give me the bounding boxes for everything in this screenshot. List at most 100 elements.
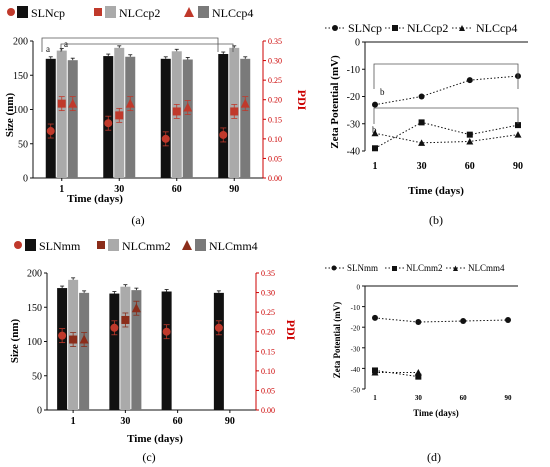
legend-marker-nlcmm2-pdi [97, 241, 105, 249]
legend-marker-nlcmm4 [453, 265, 458, 271]
bar-nlcmm4 [79, 292, 90, 410]
y-tick-label: -30 [351, 345, 361, 353]
pdi-point-slncp [104, 119, 113, 128]
significance-letter-b1: b [380, 87, 385, 97]
bar-slncp [45, 58, 56, 179]
pdi-point-nlccp4 [240, 98, 250, 108]
y2-tick-label: 0.25 [261, 308, 275, 317]
x-tick-label: 1 [373, 394, 377, 402]
series-lines-b [371, 73, 522, 152]
x-tick-label: 1 [71, 416, 76, 427]
x-tick-label: 1 [59, 184, 64, 195]
legend-swatch-slncp [17, 6, 28, 18]
y2-tick-label: 0.20 [268, 96, 282, 105]
legend-marker-nlccp2 [392, 25, 398, 31]
pdi-point-nlccp4 [68, 98, 78, 108]
x-axis-label-c: Time (days) [127, 433, 183, 445]
bar-nlccp4 [182, 59, 193, 179]
legend-marker-nlcmm4-pdi [182, 240, 192, 250]
pdi-point-slnmm [110, 323, 119, 332]
legend-swatch-slnmm [25, 239, 36, 251]
y2-tick-label: 0.10 [261, 367, 275, 376]
y-tick-label: 100 [13, 105, 28, 116]
series-line-slnmm [374, 317, 509, 323]
point-slnmm [505, 316, 511, 323]
legend-marker-nlccp4 [459, 25, 465, 31]
panel-label-b: (b) [429, 213, 443, 227]
bar-nlccp4 [125, 56, 136, 178]
axes-b: 0 -10 -20 -30 -40 1 30 60 90 [347, 38, 528, 172]
pdi-point-nlccp2 [230, 107, 239, 116]
pdi-point-slncp [46, 127, 55, 136]
panel-label-c: (c) [142, 450, 155, 464]
pdi-markers-a [46, 96, 250, 147]
legend-label-nlcmm4: NLCmm4 [209, 239, 258, 253]
x-tick-label: 1 [373, 161, 378, 172]
axes-d: 0 -10 -20 -30 -40 -50 1 30 60 90 [351, 284, 518, 402]
pdi-point-nlccp2 [115, 111, 124, 120]
y-tick-label: 0 [355, 38, 360, 49]
bars-c [57, 277, 224, 410]
series-lines-d [371, 314, 511, 380]
point-nlccp4 [514, 131, 522, 138]
y2-tick-label: 0.25 [268, 76, 282, 85]
x-axis-label-a: Time (days) [67, 193, 123, 205]
legend-label-slnmm: SLNmm [39, 239, 81, 253]
y-tick-label: -20 [347, 92, 360, 103]
pdi-point-nlcmm2 [69, 335, 78, 344]
y2-axis-label-a: PDI [295, 90, 309, 111]
pdi-point-nlccp4 [183, 102, 193, 112]
x-tick-label: 60 [173, 416, 183, 427]
panel-label-a: (a) [131, 213, 144, 227]
axes-c: 0 50 100 150 200 0.00 0.05 0.10 0.15 0.20 0.25 0.30… [27, 269, 275, 428]
y-tick-label: -40 [351, 366, 361, 374]
legend-d: SLNmm NLCmm2 NLCmm4 [325, 263, 505, 273]
pdi-point-nlccp4 [125, 98, 135, 108]
x-axis-label-d: Time (days) [413, 408, 459, 418]
y-tick-label: 150 [13, 71, 28, 82]
legend-marker-slncp-pdi [7, 8, 15, 16]
y-tick-label: 50 [18, 139, 28, 150]
legend-marker-slnmm [331, 265, 337, 271]
significance-letter-b2: b [372, 125, 377, 135]
pdi-point-nlcmm4 [79, 334, 89, 344]
y-tick-label: 200 [27, 269, 42, 280]
y2-axis-label-c: PDI [284, 320, 298, 341]
bar-slnmm [213, 292, 224, 410]
panel-label-d: (d) [427, 450, 441, 464]
legend-swatch-nlccp2 [105, 6, 116, 18]
legend-a: SLNcp NLCcp2 NLCcp4 [7, 6, 253, 20]
y-tick-label: 200 [13, 37, 28, 48]
point-slnmm [415, 319, 422, 326]
y-tick-label: 0 [23, 174, 28, 185]
pdi-markers-c [58, 300, 223, 347]
legend-marker-slnmm-pdi [14, 241, 22, 249]
legend-label-nlcmm4-d: NLCmm4 [468, 263, 505, 273]
point-nlcmm2 [415, 373, 422, 380]
y2-tick-label: 0.00 [261, 406, 275, 415]
significance-bracket-b2 [373, 107, 519, 124]
y-tick-label: 0 [37, 406, 42, 417]
significance-bracket-a1 [41, 37, 219, 52]
pdi-point-slnmm [162, 327, 171, 336]
y2-tick-label: 0.05 [261, 386, 275, 395]
pdi-point-nlccp2 [57, 99, 66, 108]
y-tick-label: 100 [27, 337, 42, 348]
panel-c: SLNmm NLCmm2 NLCmm4 0 50 100 150 200 0.00 0.05… [9, 239, 298, 464]
legend-swatch-nlccp4 [198, 6, 209, 18]
legend-label-nlcmm2-d: NLCmm2 [406, 263, 443, 273]
legend-c: SLNmm NLCmm2 NLCmm4 [14, 239, 258, 253]
point-slnmm [460, 318, 467, 325]
y-axis-label-b: Zeta Potential (mV) [329, 55, 341, 149]
bar-slncp [218, 54, 229, 178]
legend-label-slnmm-d: SLNmm [347, 263, 378, 273]
series-line-nlcmm2 [374, 369, 419, 378]
series-line-slncp [374, 75, 519, 106]
legend-label-nlccp4-b: NLCcp4 [476, 21, 517, 35]
legend-marker-slncp [332, 25, 338, 31]
x-tick-label: 30 [114, 184, 124, 195]
pdi-point-slnmm [58, 331, 67, 340]
series-line-nlccp2 [374, 121, 519, 149]
y-tick-label: -10 [351, 304, 361, 312]
